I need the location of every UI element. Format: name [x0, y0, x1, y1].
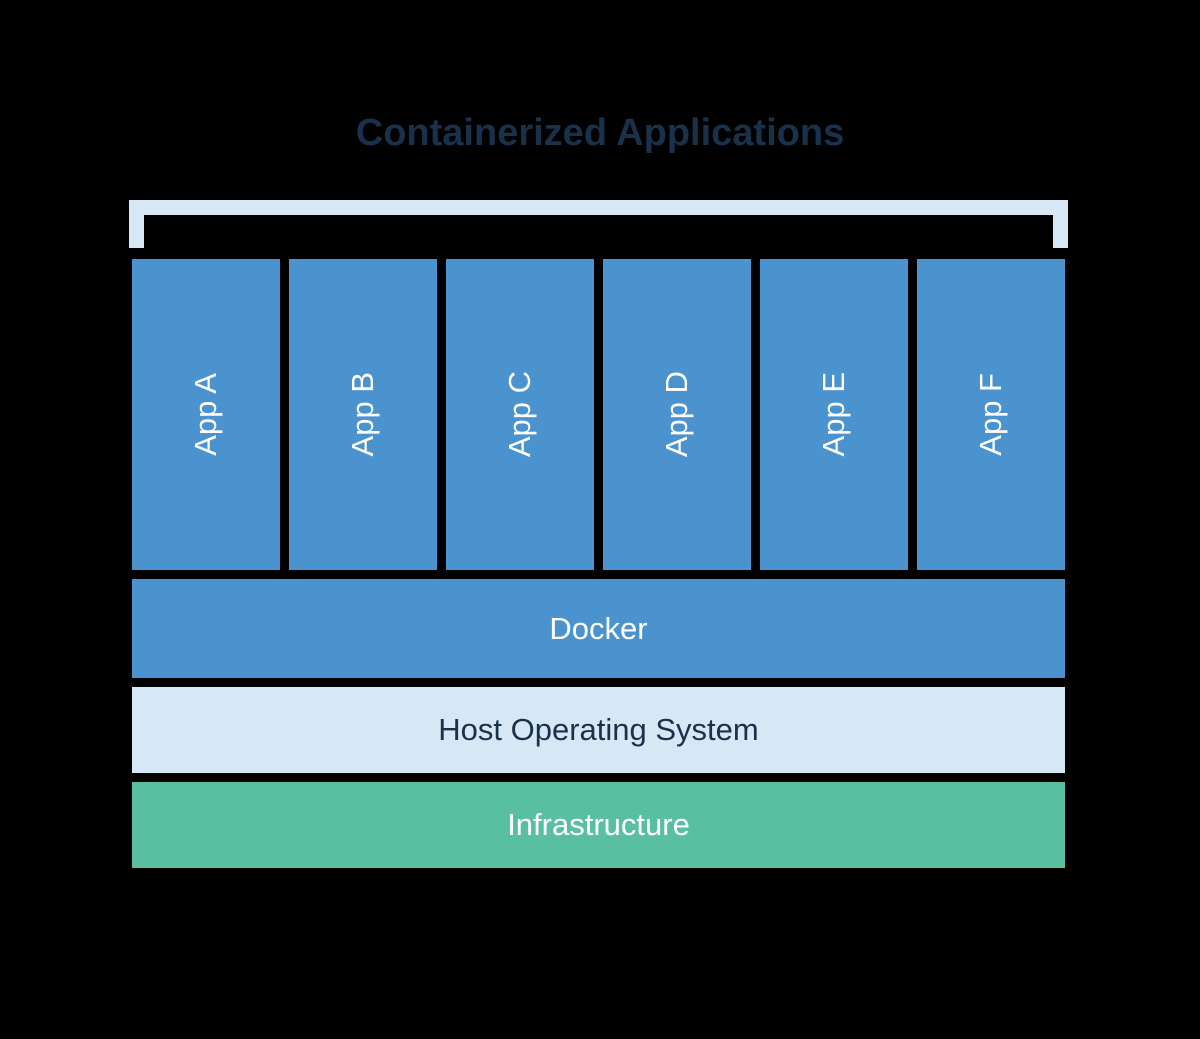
app-box: App F: [917, 259, 1065, 570]
app-box: App B: [289, 259, 437, 570]
apps-row: App A App B App C App D App E App F: [132, 259, 1065, 570]
app-label: App A: [188, 373, 224, 456]
app-box: App D: [603, 259, 751, 570]
stack-layer: Docker: [132, 579, 1065, 678]
stack-layer-label: Docker: [549, 611, 647, 647]
app-label: App E: [816, 372, 852, 456]
title-bracket: [129, 200, 1068, 248]
app-box: App C: [446, 259, 594, 570]
app-box: App A: [132, 259, 280, 570]
stack-layer-label: Host Operating System: [438, 712, 758, 748]
app-label: App B: [345, 372, 381, 456]
stack-layer: Host Operating System: [132, 687, 1065, 773]
app-label: App F: [973, 373, 1009, 456]
diagram-title: Containerized Applications: [0, 112, 1200, 155]
stack-layer-label: Infrastructure: [507, 807, 690, 843]
app-label: App C: [502, 371, 538, 457]
container-stack-diagram: App A App B App C App D App E App F Docker Hos…: [132, 259, 1065, 868]
app-box: App E: [760, 259, 908, 570]
canvas: Containerized Applications App AApp BApp…: [0, 0, 1200, 1039]
stack-layers: Docker Host Operating System Infrastructur…: [132, 579, 1065, 868]
stack-layer: Infrastructure: [132, 782, 1065, 868]
app-label: App D: [659, 371, 695, 457]
